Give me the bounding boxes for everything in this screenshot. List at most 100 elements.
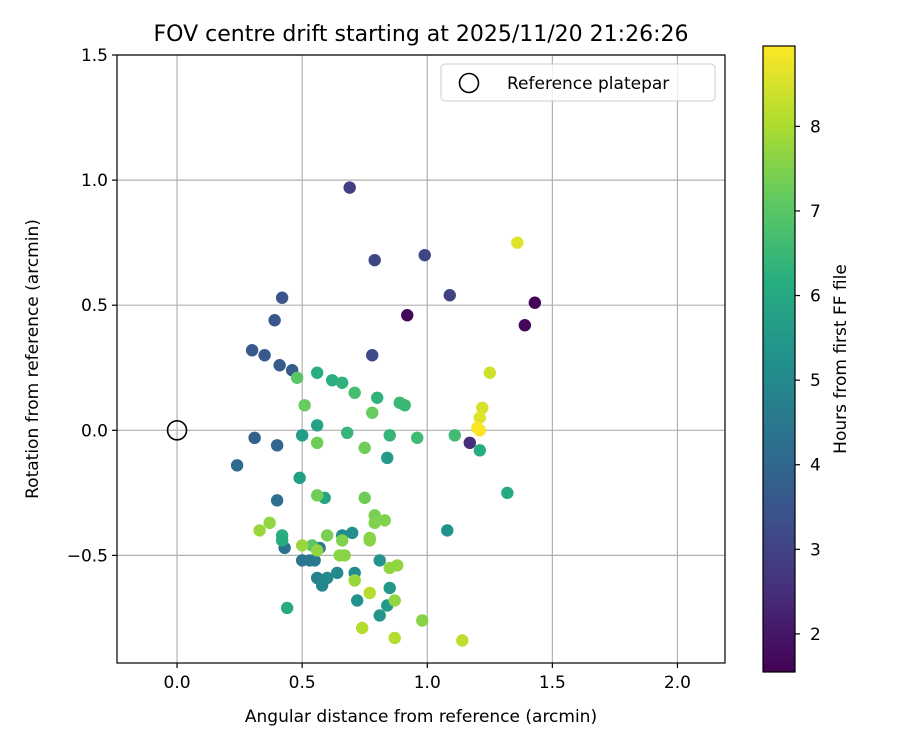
- scatter-point: [345, 526, 359, 540]
- y-tick-label: 0.5: [81, 296, 108, 316]
- scatter-point: [290, 371, 304, 384]
- colorbar: 2 3 4 5 6 7 8 Hours from first FF file: [762, 45, 851, 673]
- scatter-point: [358, 441, 371, 455]
- scatter-point: [268, 314, 281, 327]
- scatter-point: [363, 534, 376, 547]
- y-tick-label: −0.5: [67, 546, 108, 566]
- scatter-point: [448, 429, 461, 442]
- colorbar-gradient: [762, 45, 796, 673]
- grid: [117, 54, 725, 663]
- scatter-point: [320, 571, 334, 585]
- scatter-point: [263, 516, 276, 530]
- scatter-point: [418, 248, 431, 262]
- scatter-point: [298, 399, 311, 412]
- scatter-point: [456, 634, 469, 647]
- scatter-point: [258, 349, 271, 362]
- legend-reference-icon: [458, 72, 480, 94]
- scatter-point: [310, 436, 324, 450]
- scatter-point: [388, 631, 401, 645]
- scatter-point: [253, 524, 266, 537]
- scatter-point: [518, 319, 532, 332]
- scatter-point: [528, 296, 542, 309]
- scatter-point: [230, 459, 244, 472]
- scatter-point: [383, 429, 396, 442]
- scatter-point: [275, 291, 289, 304]
- reference-marker: [166, 420, 188, 441]
- scatter-point: [340, 426, 354, 440]
- scatter-point: [348, 574, 361, 587]
- plot-frame: [116, 54, 726, 664]
- scatter-point: [343, 181, 356, 194]
- scatter-point: [476, 401, 489, 414]
- scatter-point: [335, 534, 349, 547]
- scatter-point: [325, 374, 339, 387]
- colorbar-tick-label: 3: [810, 540, 821, 560]
- scatter-point: [391, 559, 404, 572]
- colorbar-tick-label: 5: [810, 371, 821, 391]
- scatter-point: [378, 514, 391, 527]
- legend: Reference platepar: [440, 63, 716, 102]
- scatter-point: [441, 524, 454, 537]
- scatter-point: [373, 554, 386, 567]
- scatter-point: [295, 429, 309, 442]
- scatter-point: [511, 236, 524, 249]
- scatter-point: [473, 411, 486, 424]
- scatter-point: [310, 419, 324, 432]
- scatter-point: [348, 386, 361, 399]
- scatter-point: [371, 391, 384, 404]
- scatter-point: [398, 399, 411, 412]
- scatter-point: [310, 544, 324, 557]
- scatter-point: [401, 309, 414, 322]
- colorbar-tick-label: 6: [810, 287, 821, 307]
- scatter-point: [270, 439, 284, 452]
- data-points: [230, 181, 542, 647]
- y-tick-label: 1.0: [81, 171, 108, 191]
- scatter-point: [293, 471, 306, 485]
- scatter-point: [308, 554, 321, 567]
- scatter-point: [388, 594, 401, 607]
- scatter-point: [335, 376, 349, 389]
- scatter-point: [248, 431, 261, 445]
- x-axis-label: Angular distance from reference (arcmin): [245, 707, 597, 727]
- scatter-point: [443, 288, 456, 302]
- scatter-point: [373, 609, 386, 622]
- scatter-point: [366, 349, 379, 362]
- scatter-point: [270, 494, 284, 507]
- colorbar-tick-label: 4: [810, 456, 821, 476]
- scatter-point: [463, 436, 476, 450]
- y-tick-label: 1.5: [81, 46, 108, 66]
- scatter-point: [358, 491, 371, 505]
- colorbar-ticks: 2 3 4 5 6 7 8: [795, 117, 821, 645]
- scatter-point: [333, 549, 346, 562]
- scatter-point: [330, 566, 344, 580]
- scatter-point: [368, 253, 381, 267]
- scatter-point: [473, 424, 486, 437]
- scatter-point: [273, 359, 286, 372]
- legend-label-reference: Reference platepar: [507, 74, 669, 94]
- scatter-point: [356, 621, 369, 635]
- x-tick-label: 2.0: [664, 673, 691, 693]
- chart-title: FOV centre drift starting at 2025/11/20 …: [154, 22, 689, 47]
- scatter-point: [381, 451, 394, 465]
- scatter-point: [483, 366, 497, 379]
- scatter-point: [320, 529, 334, 542]
- x-tick-label: 0.0: [164, 673, 191, 693]
- scatter-point: [350, 594, 364, 607]
- x-tick-label: 0.5: [289, 673, 316, 693]
- scatter-point: [275, 534, 289, 547]
- scatter-point: [310, 489, 324, 502]
- colorbar-tick-label: 7: [810, 202, 821, 222]
- scatter-point: [363, 586, 376, 600]
- scatter-point: [473, 444, 486, 457]
- scatter-point: [310, 366, 324, 379]
- x-tick-label: 1.0: [414, 673, 441, 693]
- y-axis-ticks: −0.5 0.0 0.5 1.0 1.5: [67, 46, 117, 566]
- y-tick-label: 0.0: [81, 421, 108, 441]
- scatter-point: [295, 539, 309, 552]
- scatter-point: [411, 431, 424, 445]
- colorbar-tick-label: 8: [810, 117, 821, 137]
- y-axis-label: Rotation from reference (arcmin): [23, 219, 43, 499]
- scatter-point: [501, 486, 514, 500]
- scatter-point: [383, 581, 396, 595]
- scatter-point: [368, 516, 381, 530]
